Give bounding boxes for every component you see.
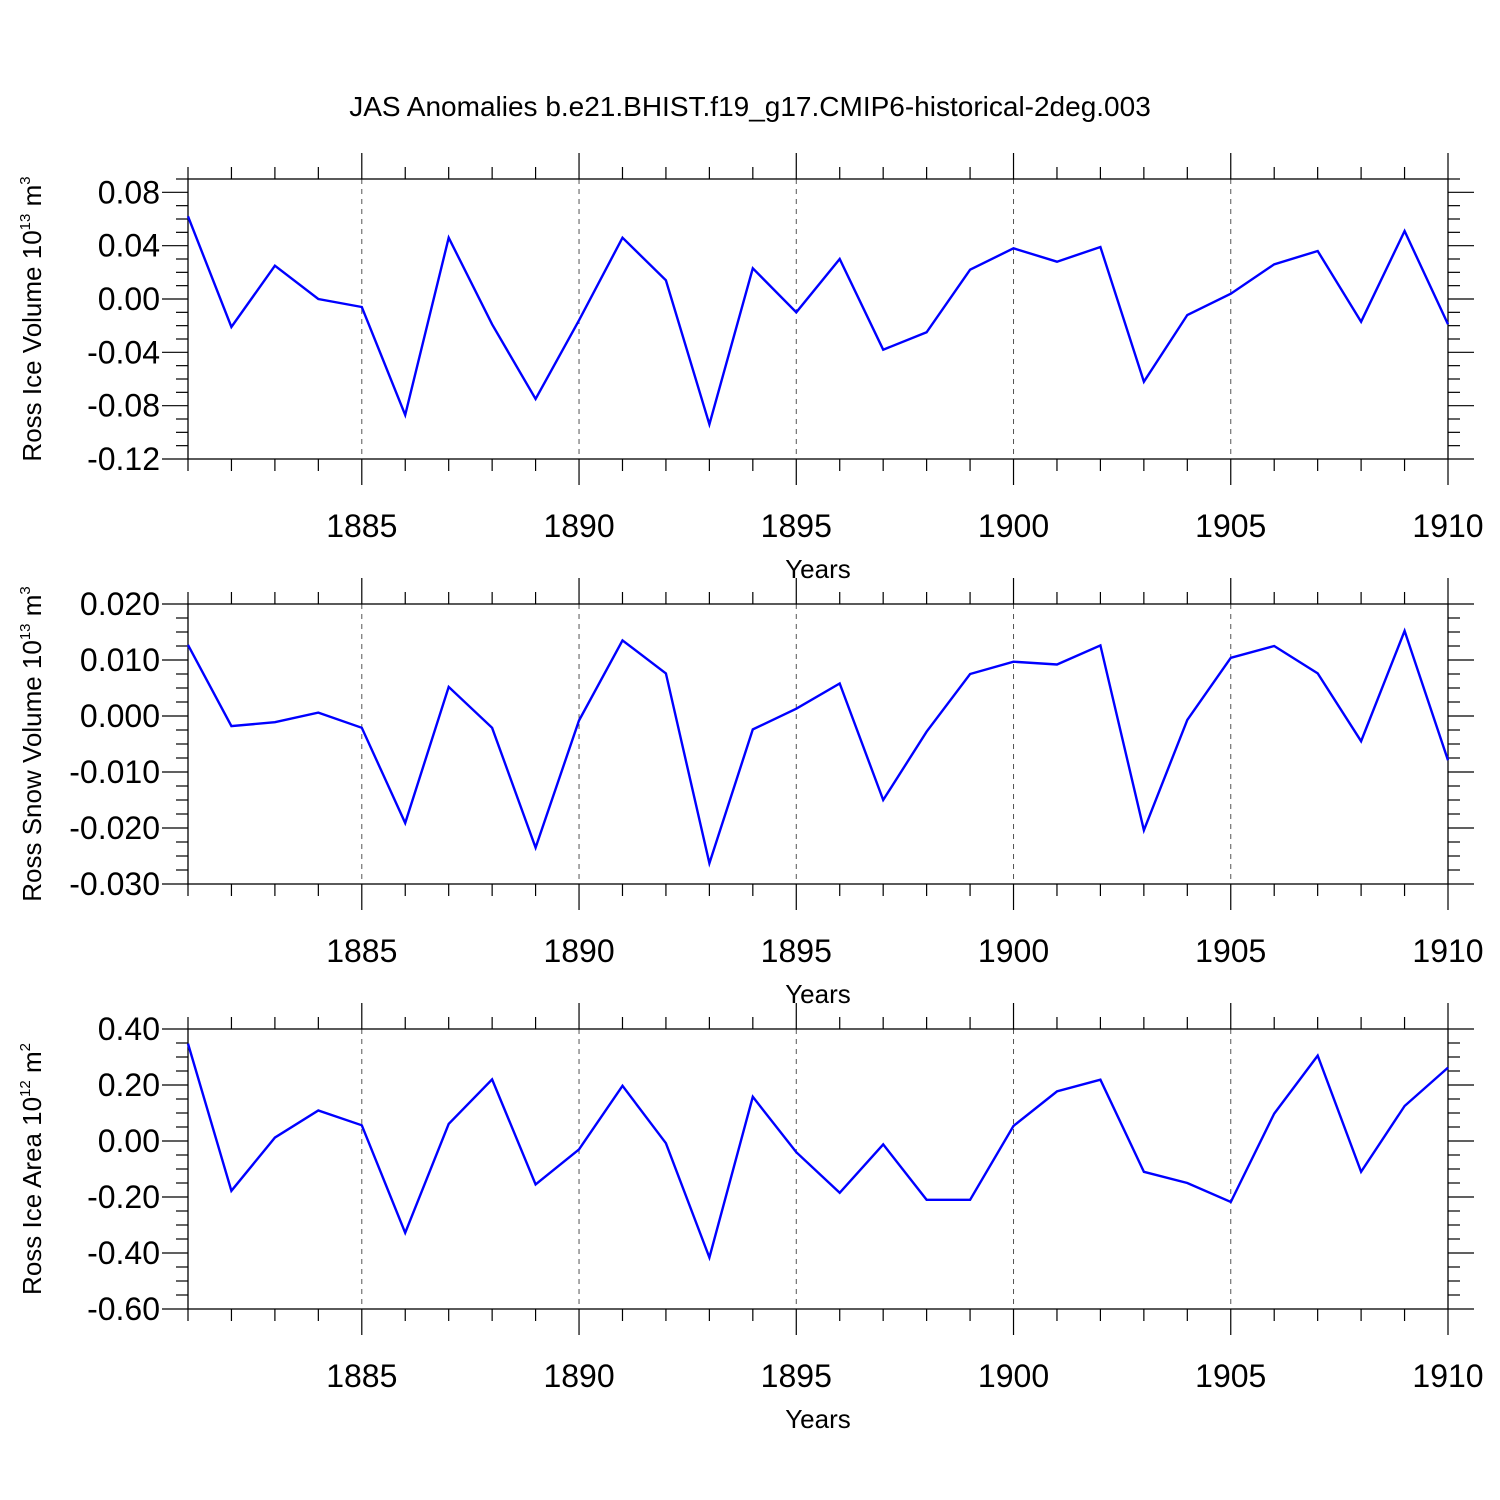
x-tick-label: 1895	[761, 508, 832, 544]
x-tick-label: 1885	[326, 1358, 397, 1394]
figure-title: JAS Anomalies b.e21.BHIST.f19_g17.CMIP6-…	[349, 91, 1151, 122]
x-axis-label: Years	[785, 1404, 851, 1434]
x-tick-label: 1900	[978, 1358, 1049, 1394]
plot-frame	[187, 603, 1449, 885]
chart-panel-3: -0.60 -0.40 -0.20 0.00 0.20 0.40 1885 1890 1895 1…	[17, 1003, 1484, 1434]
series-line	[186, 1043, 1449, 1262]
y-tick-label: 0.20	[98, 1067, 160, 1103]
y-tick-label: -0.40	[87, 1235, 160, 1271]
y-tick-label: 0.08	[98, 174, 160, 210]
chart-panel-1: -0.12 -0.08 -0.04 0.00 0.04 0.08 1885 1890 1895 1…	[17, 153, 1484, 584]
x-tick-label: 1885	[326, 933, 397, 969]
x-tick-label: 1890	[543, 508, 614, 544]
x-tick-label: 1905	[1195, 1358, 1266, 1394]
y-tick-label: 0.04	[98, 228, 160, 264]
x-tick-label: 1910	[1412, 508, 1483, 544]
y-tick-label: -0.04	[87, 334, 160, 370]
chart-panel-2: -0.030 -0.020 -0.010 0.000 0.010 0.020 1885 189…	[17, 578, 1484, 1009]
y-tick-label: 0.010	[80, 642, 160, 678]
x-tick-label: 1910	[1412, 933, 1483, 969]
x-tick-label: 1910	[1412, 1358, 1483, 1394]
x-tick-label: 1895	[761, 933, 832, 969]
x-tick-label: 1905	[1195, 933, 1266, 969]
series-line	[186, 215, 1450, 429]
x-tick-label: 1905	[1195, 508, 1266, 544]
x-tick-label: 1900	[978, 508, 1049, 544]
plot-frame	[187, 1028, 1449, 1310]
y-axis-label: Ross Ice Volume 1013 m3	[17, 176, 47, 461]
y-tick-label: -0.030	[69, 866, 160, 902]
y-axis-label: Ross Ice Area 1012 m2	[17, 1043, 47, 1295]
y-tick-label: 0.000	[80, 698, 160, 734]
y-tick-label: -0.12	[87, 441, 160, 477]
x-axis-label: Years	[785, 554, 851, 584]
y-tick-label: -0.020	[69, 810, 160, 846]
y-axis-label: Ross Snow Volume 1013 m3	[17, 586, 47, 902]
y-tick-label: 0.00	[98, 281, 160, 317]
panels: -0.12 -0.08 -0.04 0.00 0.04 0.08 1885 1890 1895 1…	[17, 153, 1484, 1434]
y-tick-label: -0.60	[87, 1291, 160, 1327]
y-tick-label: -0.010	[69, 754, 160, 790]
y-tick-label: 0.00	[98, 1123, 160, 1159]
x-tick-label: 1895	[761, 1358, 832, 1394]
y-tick-label: 0.40	[98, 1011, 160, 1047]
x-tick-label: 1890	[543, 1358, 614, 1394]
y-tick-label: -0.20	[87, 1179, 160, 1215]
x-tick-label: 1885	[326, 508, 397, 544]
x-tick-label: 1890	[543, 933, 614, 969]
x-tick-label: 1900	[978, 933, 1049, 969]
y-tick-label: -0.08	[87, 388, 160, 424]
x-axis-label: Years	[785, 979, 851, 1009]
plot-frame	[187, 178, 1449, 460]
series-line	[186, 627, 1450, 868]
y-tick-label: 0.020	[80, 586, 160, 622]
